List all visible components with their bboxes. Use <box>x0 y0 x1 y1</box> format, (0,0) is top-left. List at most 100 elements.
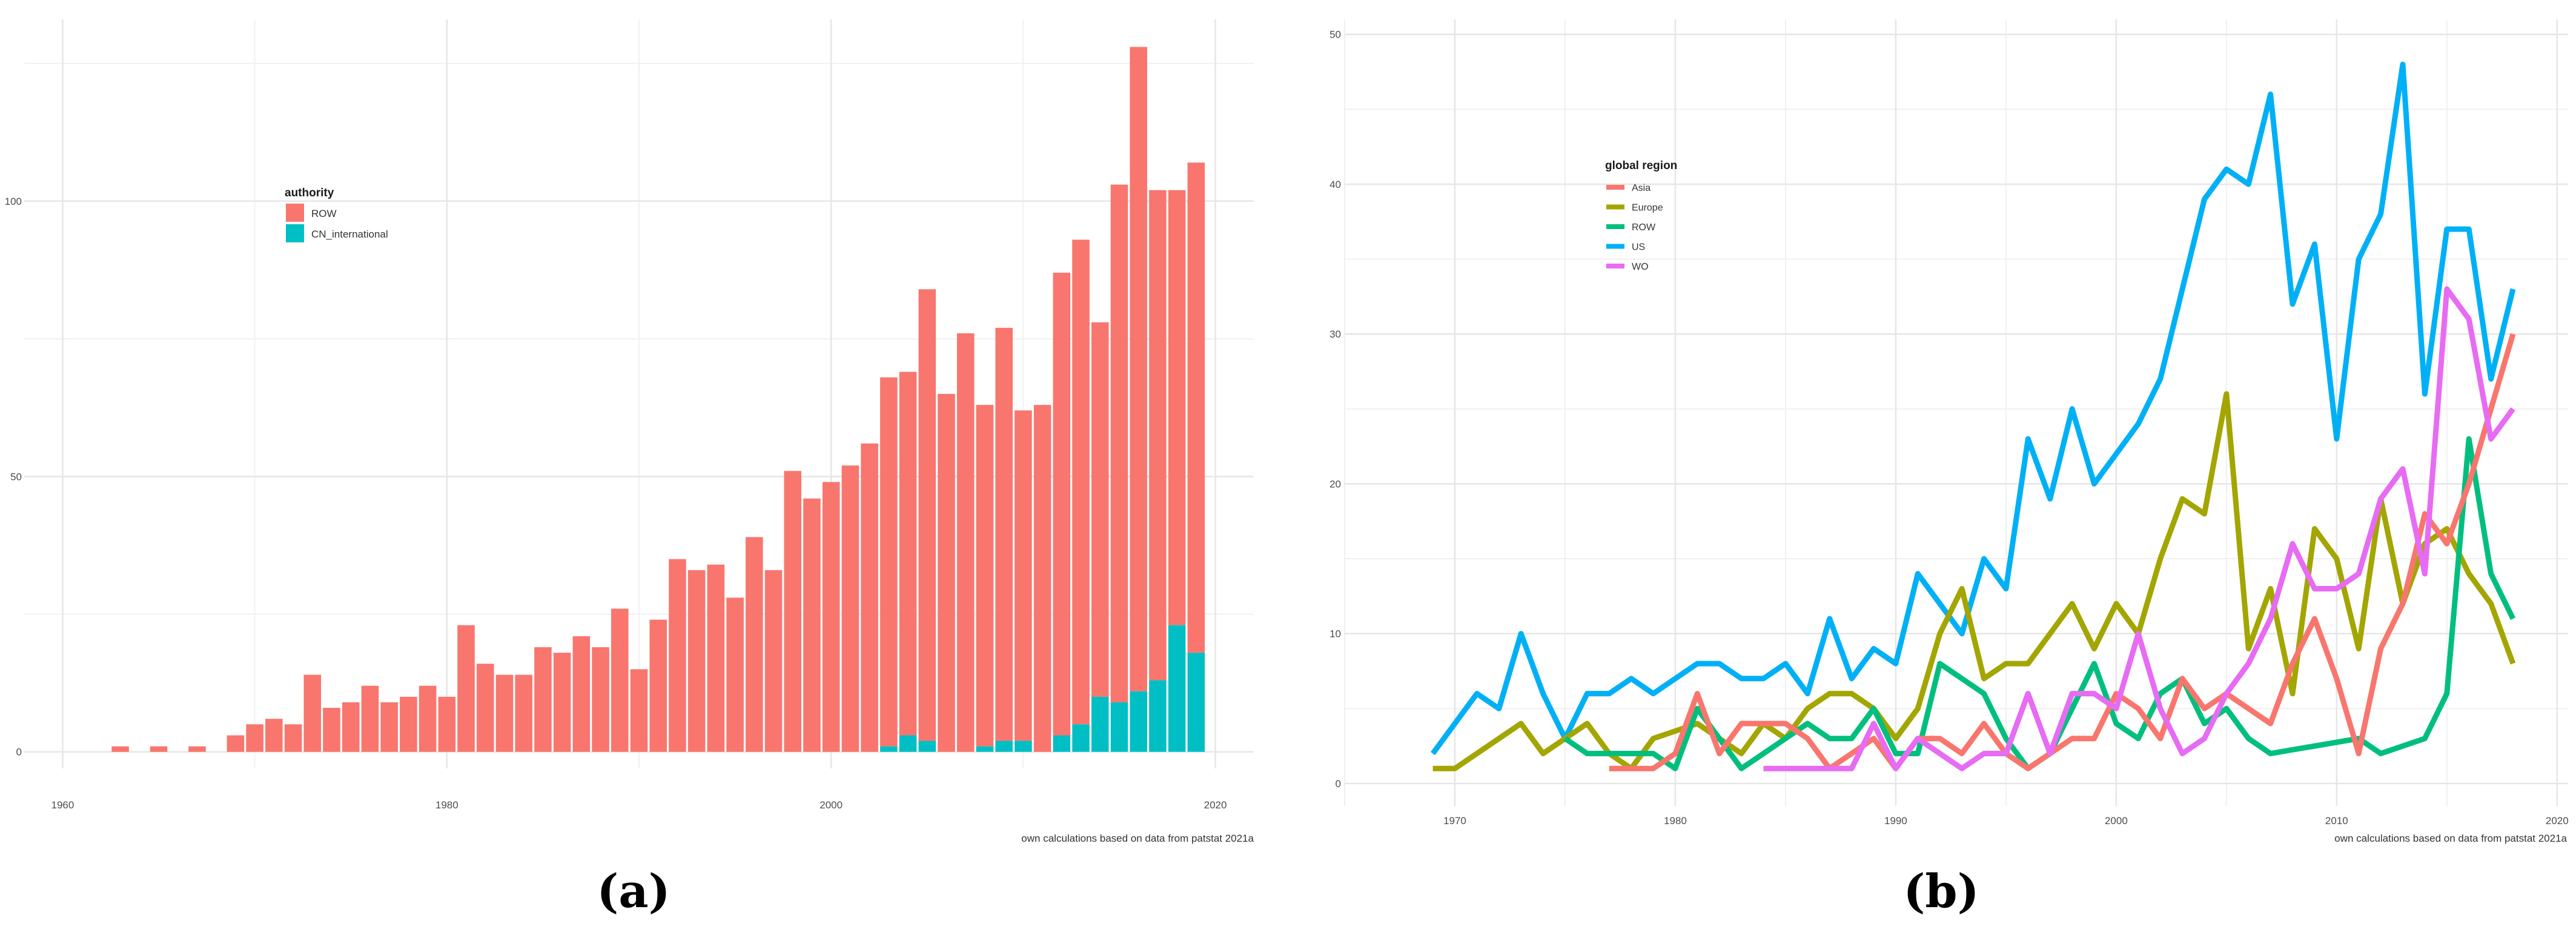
source-annotation: own calculations based on data from pats… <box>1021 833 1254 844</box>
x-tick-label: 1980 <box>1664 815 1687 827</box>
bar-row <box>726 597 744 752</box>
chart-panel-b: 0 10 20 30 40 50 1970 1980 1990 2000 2010 2020 globa… <box>1329 19 2569 918</box>
series-line-europe <box>1432 391 2516 771</box>
series-line-us <box>1430 61 2516 756</box>
bar-row <box>515 674 532 752</box>
bar-row <box>669 559 686 752</box>
bar-row <box>707 564 725 752</box>
bar-cn-international <box>995 741 1013 752</box>
bar-cn-international <box>1187 653 1205 752</box>
bar-row <box>111 746 129 752</box>
bar-row <box>572 636 591 752</box>
bar-cn-international <box>1015 741 1032 752</box>
x-tick-label: 2000 <box>819 799 843 811</box>
bar-cn-international <box>1130 691 1147 752</box>
x-tick-label: 1980 <box>435 799 459 811</box>
legend-label: ROW <box>1632 222 1656 233</box>
bar-row <box>1110 184 1128 702</box>
bar-cn-international <box>1072 724 1090 752</box>
bar-row <box>995 327 1013 741</box>
bar-row <box>918 289 936 741</box>
bar-row <box>746 537 763 752</box>
bar-cn-international <box>976 746 994 752</box>
bar-row <box>476 664 494 752</box>
bar-row <box>150 746 168 752</box>
sub-caption: (a) <box>597 864 670 918</box>
bar-row <box>630 669 648 752</box>
legend-label: Asia <box>1632 183 1651 193</box>
bar-row <box>303 674 322 752</box>
bar-row <box>1091 322 1109 697</box>
bar-row <box>611 608 629 752</box>
bar-row <box>592 647 609 752</box>
bar-cn-international <box>918 741 936 752</box>
y-tick-label: 40 <box>1329 179 1341 190</box>
bar-row <box>1187 162 1205 653</box>
y-tick-label: 10 <box>1329 628 1341 640</box>
bar-row <box>227 735 245 752</box>
bar-row <box>265 719 283 752</box>
bar-row <box>342 702 360 752</box>
bar-row <box>361 685 379 752</box>
bar-row <box>784 471 802 752</box>
y-tick-label: 20 <box>1329 478 1341 490</box>
bar-row <box>822 482 840 752</box>
bar-row <box>534 647 552 752</box>
bar-cn-international <box>1110 702 1128 752</box>
legend-title: global region <box>1605 159 1677 172</box>
sub-caption: (b) <box>1903 864 1979 918</box>
series-line-wo <box>1763 286 2515 771</box>
source-annotation: own calculations based on data from pats… <box>2334 833 2567 844</box>
x-tick-label: 1990 <box>1884 815 1907 827</box>
bar-row <box>1130 47 1147 691</box>
x-tick-label: 2010 <box>2325 815 2348 827</box>
bar-row <box>938 394 955 752</box>
y-tick-label: 100 <box>5 196 22 207</box>
bar-row <box>1149 190 1167 681</box>
bar-cn-international <box>1149 680 1167 752</box>
legend-label: WO <box>1632 262 1649 272</box>
legend-title: authority <box>285 187 334 199</box>
y-tick-label: 0 <box>1336 778 1341 790</box>
chart-panel-a: 0 50 100 1960 1980 2000 2020 authority ROW CN_int… <box>5 19 1254 918</box>
bar-row <box>880 377 898 747</box>
legend-label: CN_international <box>311 228 388 240</box>
legend: authority ROW CN_international <box>285 187 388 242</box>
bar-row <box>438 696 456 752</box>
bar-row <box>553 653 571 752</box>
bar-row <box>976 405 994 747</box>
bar-row <box>495 674 514 752</box>
bar-row <box>323 708 340 752</box>
bar-row <box>764 570 783 752</box>
bar-row <box>687 570 706 752</box>
y-tick-label: 30 <box>1329 328 1341 340</box>
x-tick-label: 2020 <box>2546 815 2569 827</box>
y-tick-label: 0 <box>16 747 22 758</box>
y-tick-label: 50 <box>10 471 22 482</box>
legend-label: US <box>1632 242 1645 253</box>
bar-row <box>1053 273 1071 736</box>
bar-cn-international <box>1053 735 1071 752</box>
bar-row <box>457 625 475 752</box>
bar-row <box>188 746 206 752</box>
bar-cn-international <box>880 746 898 752</box>
bar-row <box>246 724 263 752</box>
legend-label: Europe <box>1632 203 1663 213</box>
legend-key <box>286 224 304 242</box>
bar-row <box>1168 190 1186 625</box>
bar-row <box>284 724 302 752</box>
bar-row <box>1072 239 1090 725</box>
bar-row <box>803 498 821 752</box>
bar-cn-international <box>899 735 917 752</box>
bar-row <box>419 685 437 752</box>
y-tick-label: 50 <box>1329 29 1341 41</box>
bar-row <box>1015 410 1032 741</box>
bar-row <box>899 371 917 736</box>
x-tick-label: 1970 <box>1443 815 1466 827</box>
bar-row <box>400 696 417 752</box>
bar-cn-international <box>1168 625 1186 752</box>
bar-row <box>841 465 859 752</box>
bar-row <box>956 333 975 752</box>
series-line-asia <box>1609 333 2516 771</box>
